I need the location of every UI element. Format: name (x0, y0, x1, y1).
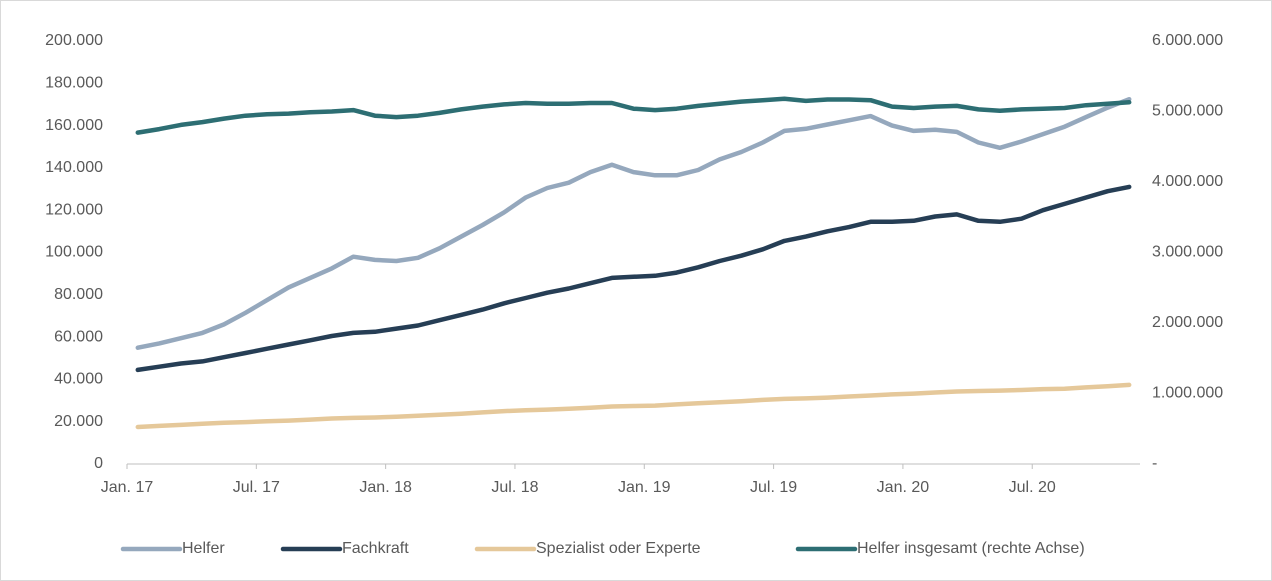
y-tick-label: 180.000 (45, 75, 103, 92)
y-tick-label: 160.000 (45, 117, 103, 134)
y2-tick-label: 3.000.000 (1152, 244, 1223, 261)
data-line (135, 382, 1132, 430)
y-tick-label: 40.000 (54, 371, 103, 388)
y-tick-label: 100.000 (45, 244, 103, 261)
x-tick-label: Jan. 17 (101, 479, 154, 496)
legend-label: Fachkraft (342, 540, 409, 557)
y2-tick-label: 5.000.000 (1152, 103, 1223, 120)
legend-label: Helfer insgesamt (rechte Achse) (857, 540, 1085, 557)
y-tick-label: 20.000 (54, 413, 103, 430)
x-tick-label: Jan. 18 (359, 479, 412, 496)
y2-tick-label: 2.000.000 (1152, 314, 1223, 331)
y-tick-label: 120.000 (45, 201, 103, 218)
x-tick-label: Jul. 18 (491, 479, 538, 496)
x-tick-label: Jul. 17 (233, 479, 280, 496)
y2-tick-label: 1.000.000 (1152, 385, 1223, 402)
x-tick-label: Jan. 19 (618, 479, 671, 496)
y2-tick-label: - (1152, 455, 1157, 472)
y-tick-label: 140.000 (45, 159, 103, 176)
y-tick-label: 0 (94, 455, 103, 472)
x-tick-label: Jan. 20 (877, 479, 930, 496)
x-tick-label: Jul. 19 (750, 479, 797, 496)
legend-label: Spezialist oder Experte (536, 540, 701, 557)
y2-tick-label: 6.000.000 (1152, 32, 1223, 49)
legend-label: Helfer (182, 540, 225, 557)
data-line (135, 96, 1132, 135)
data-line (135, 96, 1132, 350)
y2-tick-label: 4.000.000 (1152, 173, 1223, 190)
y-tick-label: 80.000 (54, 286, 103, 303)
data-line (135, 184, 1132, 373)
y-tick-label: 200.000 (45, 32, 103, 49)
y-tick-label: 60.000 (54, 328, 103, 345)
x-tick-label: Jul. 20 (1009, 479, 1056, 496)
